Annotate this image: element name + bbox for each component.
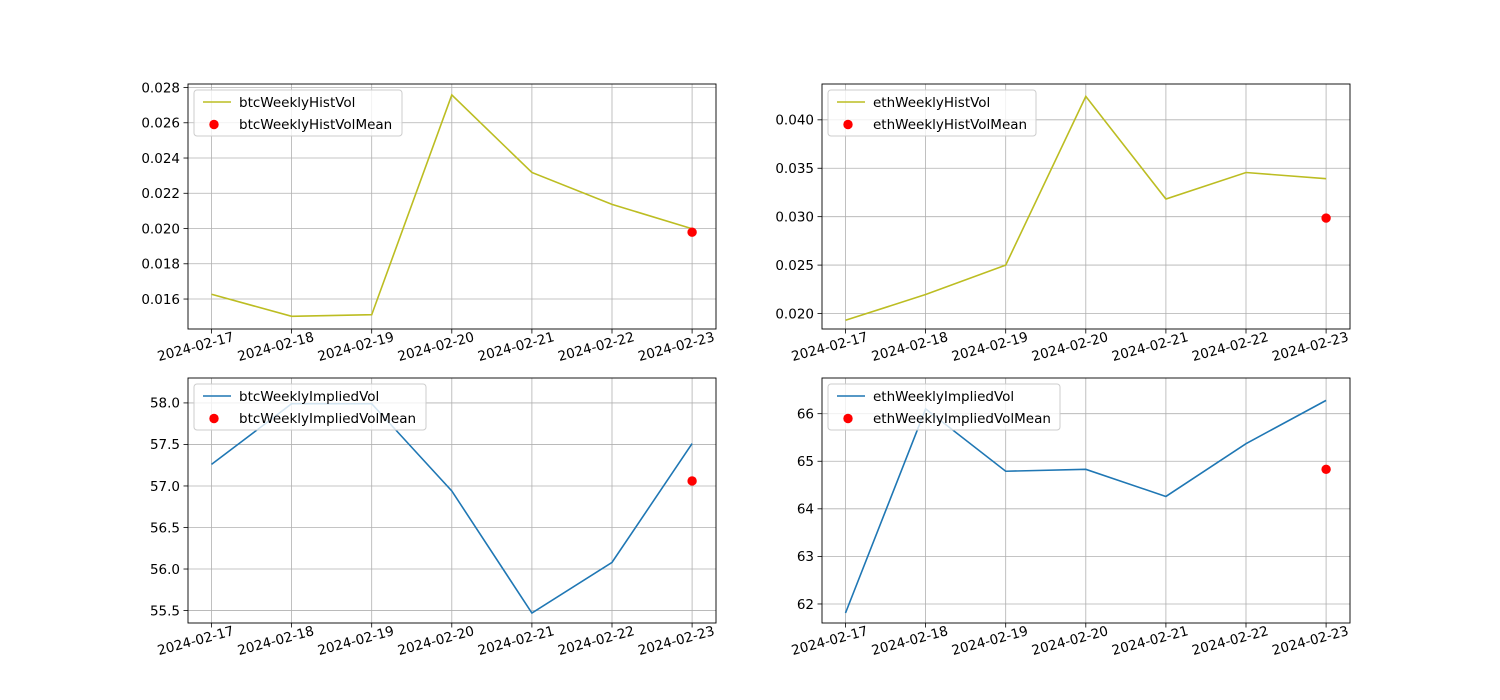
chart-panel-2: 2024-02-17 2024-02-18 2024-02-19 2024-02-20… (775, 83, 1351, 365)
x-tick-label: 2024-02-18 (870, 329, 950, 365)
y-tick-label: 56.0 (150, 562, 180, 578)
x-tick-label: 2024-02-17 (156, 623, 236, 659)
y-tick-label: 0.016 (141, 292, 180, 308)
x-tick-label: 2024-02-23 (636, 329, 716, 365)
axes-frame (187, 377, 717, 624)
legend-label-btcWeeklyImpliedVol: btcWeeklyImpliedVol (239, 389, 379, 405)
y-tick-label: 56.5 (150, 520, 180, 536)
x-tick-label: 2024-02-17 (790, 623, 870, 659)
mean-point-ethWeeklyImpliedVolMean (1321, 464, 1331, 475)
x-tick-label: 2024-02-19 (316, 329, 396, 365)
x-tick-label: 2024-02-22 (556, 623, 636, 659)
legend-label-btcWeeklyHistVol: btcWeeklyHistVol (239, 95, 355, 111)
y-tick-label: 0.025 (775, 258, 814, 274)
x-tick-label: 2024-02-19 (316, 623, 396, 659)
y-tick-label: 55.5 (150, 603, 180, 619)
legend: btcWeeklyHistVol btcWeeklyHistVolMean (193, 89, 403, 137)
y-tick-label: 0.020 (775, 306, 814, 322)
y-tick-label: 0.040 (775, 113, 814, 129)
y-tick-label: 64 (797, 502, 814, 518)
y-tick-label: 57.5 (150, 437, 180, 453)
y-tick-label: 0.030 (775, 209, 814, 225)
legend-label-btcWeeklyHistVolMean: btcWeeklyHistVolMean (239, 117, 392, 133)
y-tick-label: 62 (797, 597, 814, 613)
legend-marker-swatch (843, 413, 853, 424)
x-tick-label: 2024-02-18 (236, 623, 316, 659)
legend: btcWeeklyImpliedVol btcWeeklyImpliedVolMe… (193, 383, 427, 431)
y-tick-label: 0.020 (141, 221, 180, 237)
x-tick-label: 2024-02-18 (236, 329, 316, 365)
x-tick-label: 2024-02-23 (636, 623, 716, 659)
x-tick-label: 2024-02-19 (950, 329, 1030, 365)
legend-label-ethWeeklyHistVol: ethWeeklyHistVol (873, 95, 990, 111)
x-tick-label: 2024-02-23 (1270, 623, 1350, 659)
x-tick-label: 2024-02-21 (476, 623, 556, 659)
y-tick-label: 0.018 (141, 257, 180, 273)
y-tick-label: 0.022 (141, 186, 180, 202)
legend: ethWeeklyHistVol ethWeeklyHistVolMean (827, 89, 1037, 137)
x-tick-label: 2024-02-17 (790, 329, 870, 365)
chart-panel-1: 2024-02-17 2024-02-18 2024-02-19 2024-02-20… (141, 80, 717, 365)
legend: ethWeeklyImpliedVol ethWeeklyImpliedVolMe… (827, 383, 1061, 431)
legend-box (827, 89, 1037, 137)
y-tick-label: 57.0 (150, 479, 180, 495)
legend-box (193, 89, 403, 137)
legend-marker-swatch (209, 119, 219, 130)
x-tick-label: 2024-02-19 (950, 623, 1030, 659)
axes-frame (187, 83, 717, 330)
x-tick-label: 2024-02-22 (1190, 623, 1270, 659)
mean-point-ethWeeklyHistVolMean (1321, 213, 1331, 223)
x-tick-label: 2024-02-21 (1110, 329, 1190, 365)
legend-label-ethWeeklyImpliedVol: ethWeeklyImpliedVol (873, 389, 1014, 405)
x-tick-label: 2024-02-18 (870, 623, 950, 659)
x-tick-label: 2024-02-22 (1190, 329, 1270, 365)
y-tick-label: 63 (797, 549, 814, 565)
x-tick-label: 2024-02-21 (1110, 623, 1190, 659)
mean-point-btcWeeklyImpliedVolMean (687, 476, 697, 486)
legend-box (193, 383, 427, 431)
x-tick-label: 2024-02-17 (156, 329, 236, 365)
y-tick-label: 58.0 (150, 396, 180, 412)
y-tick-label: 65 (797, 454, 814, 470)
x-tick-label: 2024-02-20 (396, 329, 476, 365)
legend-box (827, 383, 1061, 431)
mean-point-btcWeeklyHistVolMean (687, 227, 697, 237)
x-tick-label: 2024-02-20 (396, 623, 476, 659)
x-tick-label: 2024-02-22 (556, 329, 636, 365)
y-tick-label: 0.035 (775, 161, 814, 177)
chart-panel-4: 2024-02-17 2024-02-18 2024-02-19 2024-02-20… (790, 377, 1351, 659)
chart-panel-3: 2024-02-17 2024-02-18 2024-02-19 2024-02-20… (150, 377, 717, 659)
legend-label-ethWeeklyHistVolMean: ethWeeklyHistVolMean (873, 117, 1027, 133)
x-tick-label: 2024-02-20 (1030, 623, 1110, 659)
legend-marker-swatch (843, 119, 853, 130)
x-tick-label: 2024-02-23 (1270, 329, 1350, 365)
y-tick-label: 0.026 (141, 116, 180, 132)
x-tick-label: 2024-02-21 (476, 329, 556, 365)
axes-frame (821, 83, 1351, 330)
legend-label-btcWeeklyImpliedVolMean: btcWeeklyImpliedVolMean (239, 411, 416, 427)
x-tick-label: 2024-02-20 (1030, 329, 1110, 365)
y-tick-label: 0.028 (141, 80, 180, 96)
y-tick-label: 0.024 (141, 151, 180, 167)
legend-label-ethWeeklyImpliedVolMean: ethWeeklyImpliedVolMean (873, 411, 1051, 427)
legend-marker-swatch (209, 413, 219, 424)
y-tick-label: 66 (797, 406, 814, 422)
axes-frame (821, 377, 1351, 624)
